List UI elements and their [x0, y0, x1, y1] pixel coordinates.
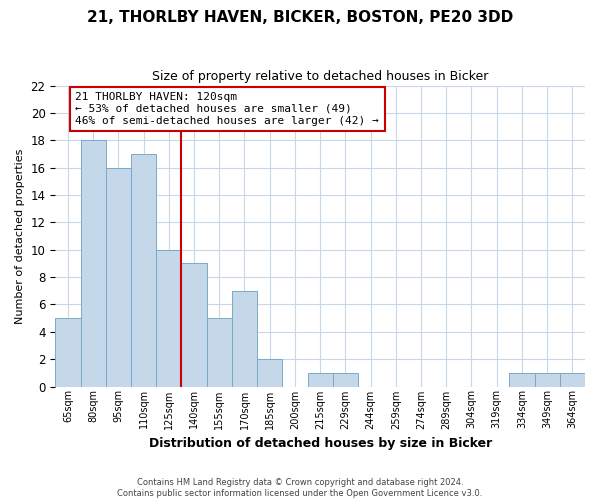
Bar — [80, 140, 106, 386]
Text: 21 THORLBY HAVEN: 120sqm
← 53% of detached houses are smaller (49)
46% of semi-d: 21 THORLBY HAVEN: 120sqm ← 53% of detach… — [76, 92, 379, 126]
Bar — [55, 318, 80, 386]
X-axis label: Distribution of detached houses by size in Bicker: Distribution of detached houses by size … — [149, 437, 492, 450]
Y-axis label: Number of detached properties: Number of detached properties — [15, 148, 25, 324]
Bar — [333, 373, 358, 386]
Title: Size of property relative to detached houses in Bicker: Size of property relative to detached ho… — [152, 70, 488, 83]
Bar — [308, 373, 333, 386]
Bar — [106, 168, 131, 386]
Bar — [206, 318, 232, 386]
Bar — [257, 359, 283, 386]
Bar — [535, 373, 560, 386]
Text: Contains HM Land Registry data © Crown copyright and database right 2024.
Contai: Contains HM Land Registry data © Crown c… — [118, 478, 482, 498]
Bar — [509, 373, 535, 386]
Bar — [131, 154, 156, 386]
Bar — [181, 264, 206, 386]
Text: 21, THORLBY HAVEN, BICKER, BOSTON, PE20 3DD: 21, THORLBY HAVEN, BICKER, BOSTON, PE20 … — [87, 10, 513, 25]
Bar — [156, 250, 181, 386]
Bar — [232, 291, 257, 386]
Bar — [560, 373, 585, 386]
